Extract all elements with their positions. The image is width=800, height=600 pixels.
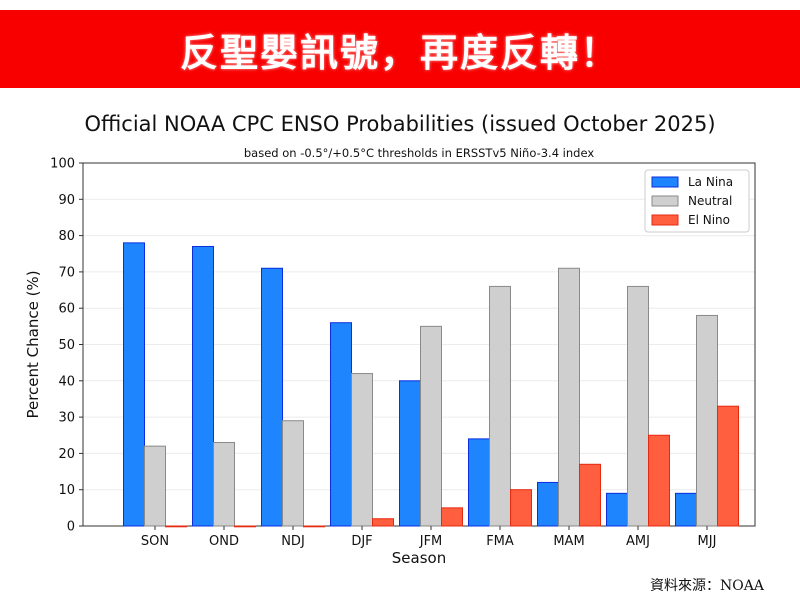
bar-neutral [213,442,235,527]
x-tick-label: JFM [419,534,443,549]
bar-el-nino [510,489,532,527]
bar-la-nina [468,438,490,527]
legend-swatch-la-nina [651,176,679,188]
y-tick-label: 80 [58,229,75,244]
bar-el-nino [648,434,670,527]
bar-la-nina [123,242,145,527]
legend-swatch-el-nino [651,214,679,226]
y-tick-label: 20 [58,447,75,462]
y-tick-label: 70 [58,265,75,280]
source-credit: 資料來源：NOAA [650,578,764,594]
y-tick-label: 10 [58,483,75,498]
bar-el-nino [372,518,394,527]
bar-la-nina [675,492,697,527]
bar-el-nino [234,525,256,528]
bar-el-nino [303,525,325,528]
bar-neutral [144,445,166,527]
y-axis-label: Percent Chance (%) [24,270,42,418]
y-tick-label: 90 [58,193,75,208]
x-tick-label: FMA [486,534,514,549]
bar-neutral [696,314,718,527]
x-tick-label: MJJ [698,534,717,549]
legend-swatch-neutral [651,195,679,207]
bar-neutral [420,325,442,527]
bar-la-nina [606,492,628,527]
y-tick-label: 40 [58,374,75,389]
chart-subtitle: based on -0.5°/+0.5°C thresholds in ERSS… [243,146,595,160]
legend-label: Neutral [688,194,732,208]
y-tick-label: 60 [58,302,75,317]
bar-la-nina [261,267,283,527]
x-tick-label: NDJ [281,534,305,549]
legend-label: La Nina [688,175,733,189]
bar-la-nina [192,245,214,527]
x-axis-label: Season [392,549,446,567]
bar-el-nino [579,463,601,527]
headline-text: 反聖嬰訊號，再度反轉！ [179,30,620,75]
y-tick-label: 50 [58,338,75,353]
x-tick-label: OND [209,534,239,549]
y-tick-label: 0 [67,520,75,535]
bar-la-nina [330,322,352,527]
bar-neutral [282,420,304,527]
y-tick-label: 30 [58,411,75,426]
x-tick-label: SON [141,534,169,549]
bar-la-nina [537,481,559,527]
y-tick-label: 100 [50,157,75,172]
bar-el-nino [717,405,739,527]
bar-neutral [627,285,649,527]
bar-neutral [351,373,373,527]
x-tick-label: AMJ [626,534,650,549]
bar-el-nino [165,525,187,528]
legend-label: El Nino [688,213,730,227]
bar-neutral [489,285,511,527]
headline-banner: 反聖嬰訊號，再度反轉！ [0,10,800,88]
bar-neutral [558,267,580,527]
x-tick-label: DJF [351,534,372,549]
bar-el-nino [441,507,463,527]
chart-title: Official NOAA CPC ENSO Probabilities (is… [84,112,716,136]
bar-la-nina [399,380,421,527]
x-tick-label: MAM [553,534,584,549]
